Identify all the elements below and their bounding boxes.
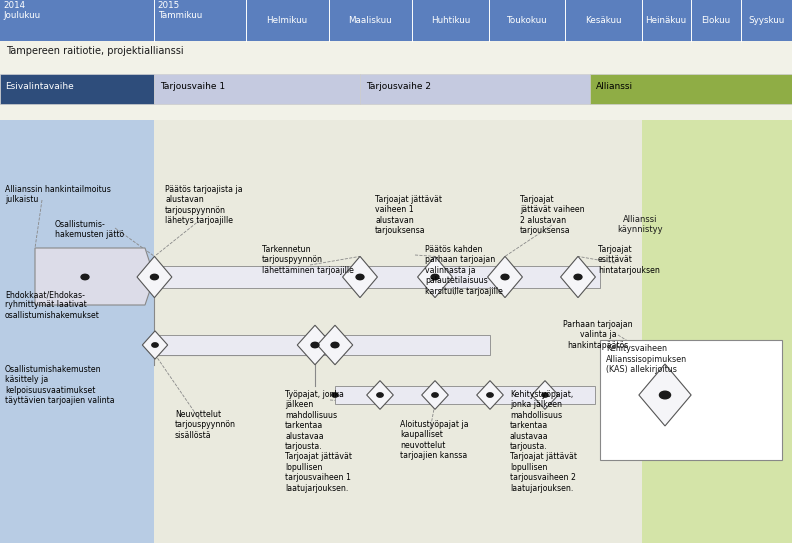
Text: Tarkennetun
tarjouspyynnön
lähettäminen tarjoajille: Tarkennetun tarjouspyynnön lähettäminen … bbox=[262, 245, 354, 275]
Circle shape bbox=[431, 274, 439, 280]
Bar bbox=[642, 120, 792, 543]
Bar bbox=[335, 386, 595, 403]
Text: Maaliskuu: Maaliskuu bbox=[348, 16, 392, 25]
Text: Päätös kahden
parhaan tarjoajan
valinnasta ja
palautetilaisuus
karsituille tarjo: Päätös kahden parhaan tarjoajan valinnas… bbox=[425, 245, 503, 295]
Text: Kesäkuu: Kesäkuu bbox=[584, 16, 622, 25]
Circle shape bbox=[152, 343, 158, 347]
Text: Tarjousvaihe 2: Tarjousvaihe 2 bbox=[366, 82, 431, 91]
Text: Kehitystyöpajat,
jonka jälkeen
mahdollisuus
tarkentaa
alustavaa
tarjousta.
Tarjo: Kehitystyöpajat, jonka jälkeen mahdollis… bbox=[510, 390, 577, 493]
Polygon shape bbox=[137, 256, 172, 298]
Text: Kehitysvaiheen
Allianssisopimuksen
(KAS) allekirjoitus: Kehitysvaiheen Allianssisopimuksen (KAS)… bbox=[607, 344, 687, 374]
Circle shape bbox=[487, 393, 493, 397]
Text: Neuvottelut
tarjouspyynnön
sisällöstä: Neuvottelut tarjouspyynnön sisällöstä bbox=[175, 410, 236, 440]
Circle shape bbox=[574, 274, 582, 280]
Text: Aloitustyöpajat ja
kaupalliset
neuvottelut
tarjoajien kanssa: Aloitustyöpajat ja kaupalliset neuvottel… bbox=[400, 420, 469, 460]
Polygon shape bbox=[417, 256, 452, 298]
Polygon shape bbox=[561, 256, 596, 298]
Bar bbox=[154, 74, 360, 104]
Polygon shape bbox=[367, 381, 394, 409]
Text: Tarjoajat
jättävät vaiheen
2 alustavan
tarjouksensa: Tarjoajat jättävät vaiheen 2 alustavan t… bbox=[520, 195, 584, 235]
Polygon shape bbox=[143, 331, 168, 359]
Text: Allianssin hankintailmoitus
julkaistu: Allianssin hankintailmoitus julkaistu bbox=[5, 185, 111, 204]
Bar bbox=[0, 0, 792, 41]
Text: Osallistumis-
hakemusten jättö: Osallistumis- hakemusten jättö bbox=[55, 220, 124, 239]
Polygon shape bbox=[297, 325, 333, 365]
Text: 2015
Tammikuu: 2015 Tammikuu bbox=[158, 1, 202, 21]
Polygon shape bbox=[343, 256, 378, 298]
Text: Työpajat, jonka
jälkeen
mahdollisuus
tarkentaa
alustavaa
tarjousta.
Tarjoajat jä: Työpajat, jonka jälkeen mahdollisuus tar… bbox=[285, 390, 352, 493]
Circle shape bbox=[356, 274, 364, 280]
Bar bbox=[0, 74, 154, 104]
Polygon shape bbox=[639, 364, 691, 426]
Text: Päätös tarjoajista ja
alustavan
tarjouspyynnön
lähetys tarjoajille: Päätös tarjoajista ja alustavan tarjousp… bbox=[165, 185, 242, 225]
Text: Tarjoajat
esittävät
hintatarjouksen: Tarjoajat esittävät hintatarjouksen bbox=[598, 245, 660, 275]
Text: Osallistumishakemusten
käsittely ja
kelpoisuusvaatimukset
täyttävien tarjoajien : Osallistumishakemusten käsittely ja kelp… bbox=[5, 365, 115, 405]
Circle shape bbox=[377, 393, 383, 397]
Text: Allianssi
käynnistyy: Allianssi käynnistyy bbox=[617, 215, 663, 235]
Text: Elokuu: Elokuu bbox=[701, 16, 730, 25]
Bar bbox=[360, 74, 590, 104]
Bar bbox=[154, 120, 691, 543]
Text: Ehdokkaat/Ehdokas-
ryhmittymät laativat
osallistumishakemukset: Ehdokkaat/Ehdokas- ryhmittymät laativat … bbox=[5, 290, 100, 320]
Text: Parhaan tarjoajan
valinta ja
hankintapäätös: Parhaan tarjoajan valinta ja hankintapää… bbox=[563, 320, 633, 350]
Text: Huhtikuu: Huhtikuu bbox=[431, 16, 470, 25]
Text: Tarjoajat jättävät
vaiheen 1
alustavan
tarjouksensa: Tarjoajat jättävät vaiheen 1 alustavan t… bbox=[375, 195, 442, 235]
Circle shape bbox=[81, 274, 89, 280]
Bar bbox=[0, 104, 792, 120]
Text: Syyskuu: Syyskuu bbox=[748, 16, 784, 25]
Text: Tarjousvaihe 1: Tarjousvaihe 1 bbox=[160, 82, 225, 91]
Circle shape bbox=[150, 274, 158, 280]
Text: 2014
Joulukuu: 2014 Joulukuu bbox=[3, 1, 40, 21]
Text: Esivalintavaihe: Esivalintavaihe bbox=[6, 82, 74, 91]
Polygon shape bbox=[35, 248, 154, 305]
Text: Tampereen raitiotie, projektiallianssi: Tampereen raitiotie, projektiallianssi bbox=[6, 46, 183, 55]
Polygon shape bbox=[318, 325, 352, 365]
Bar bbox=[154, 266, 600, 288]
Circle shape bbox=[501, 274, 509, 280]
Circle shape bbox=[311, 342, 319, 348]
Bar bbox=[0, 41, 792, 74]
Bar bbox=[0, 120, 154, 543]
Polygon shape bbox=[421, 381, 448, 409]
Text: Allianssi: Allianssi bbox=[596, 82, 633, 91]
Circle shape bbox=[332, 393, 338, 397]
Text: Helmikuu: Helmikuu bbox=[267, 16, 307, 25]
Circle shape bbox=[432, 393, 438, 397]
Circle shape bbox=[542, 393, 548, 397]
Text: Heinäkuu: Heinäkuu bbox=[645, 16, 687, 25]
Polygon shape bbox=[477, 381, 503, 409]
Circle shape bbox=[331, 342, 339, 348]
Circle shape bbox=[660, 391, 671, 399]
Bar bbox=[590, 74, 792, 104]
Bar bbox=[155, 336, 490, 355]
Polygon shape bbox=[531, 381, 558, 409]
Text: Toukokuu: Toukokuu bbox=[506, 16, 547, 25]
Polygon shape bbox=[488, 256, 523, 298]
Bar bbox=[600, 340, 782, 460]
